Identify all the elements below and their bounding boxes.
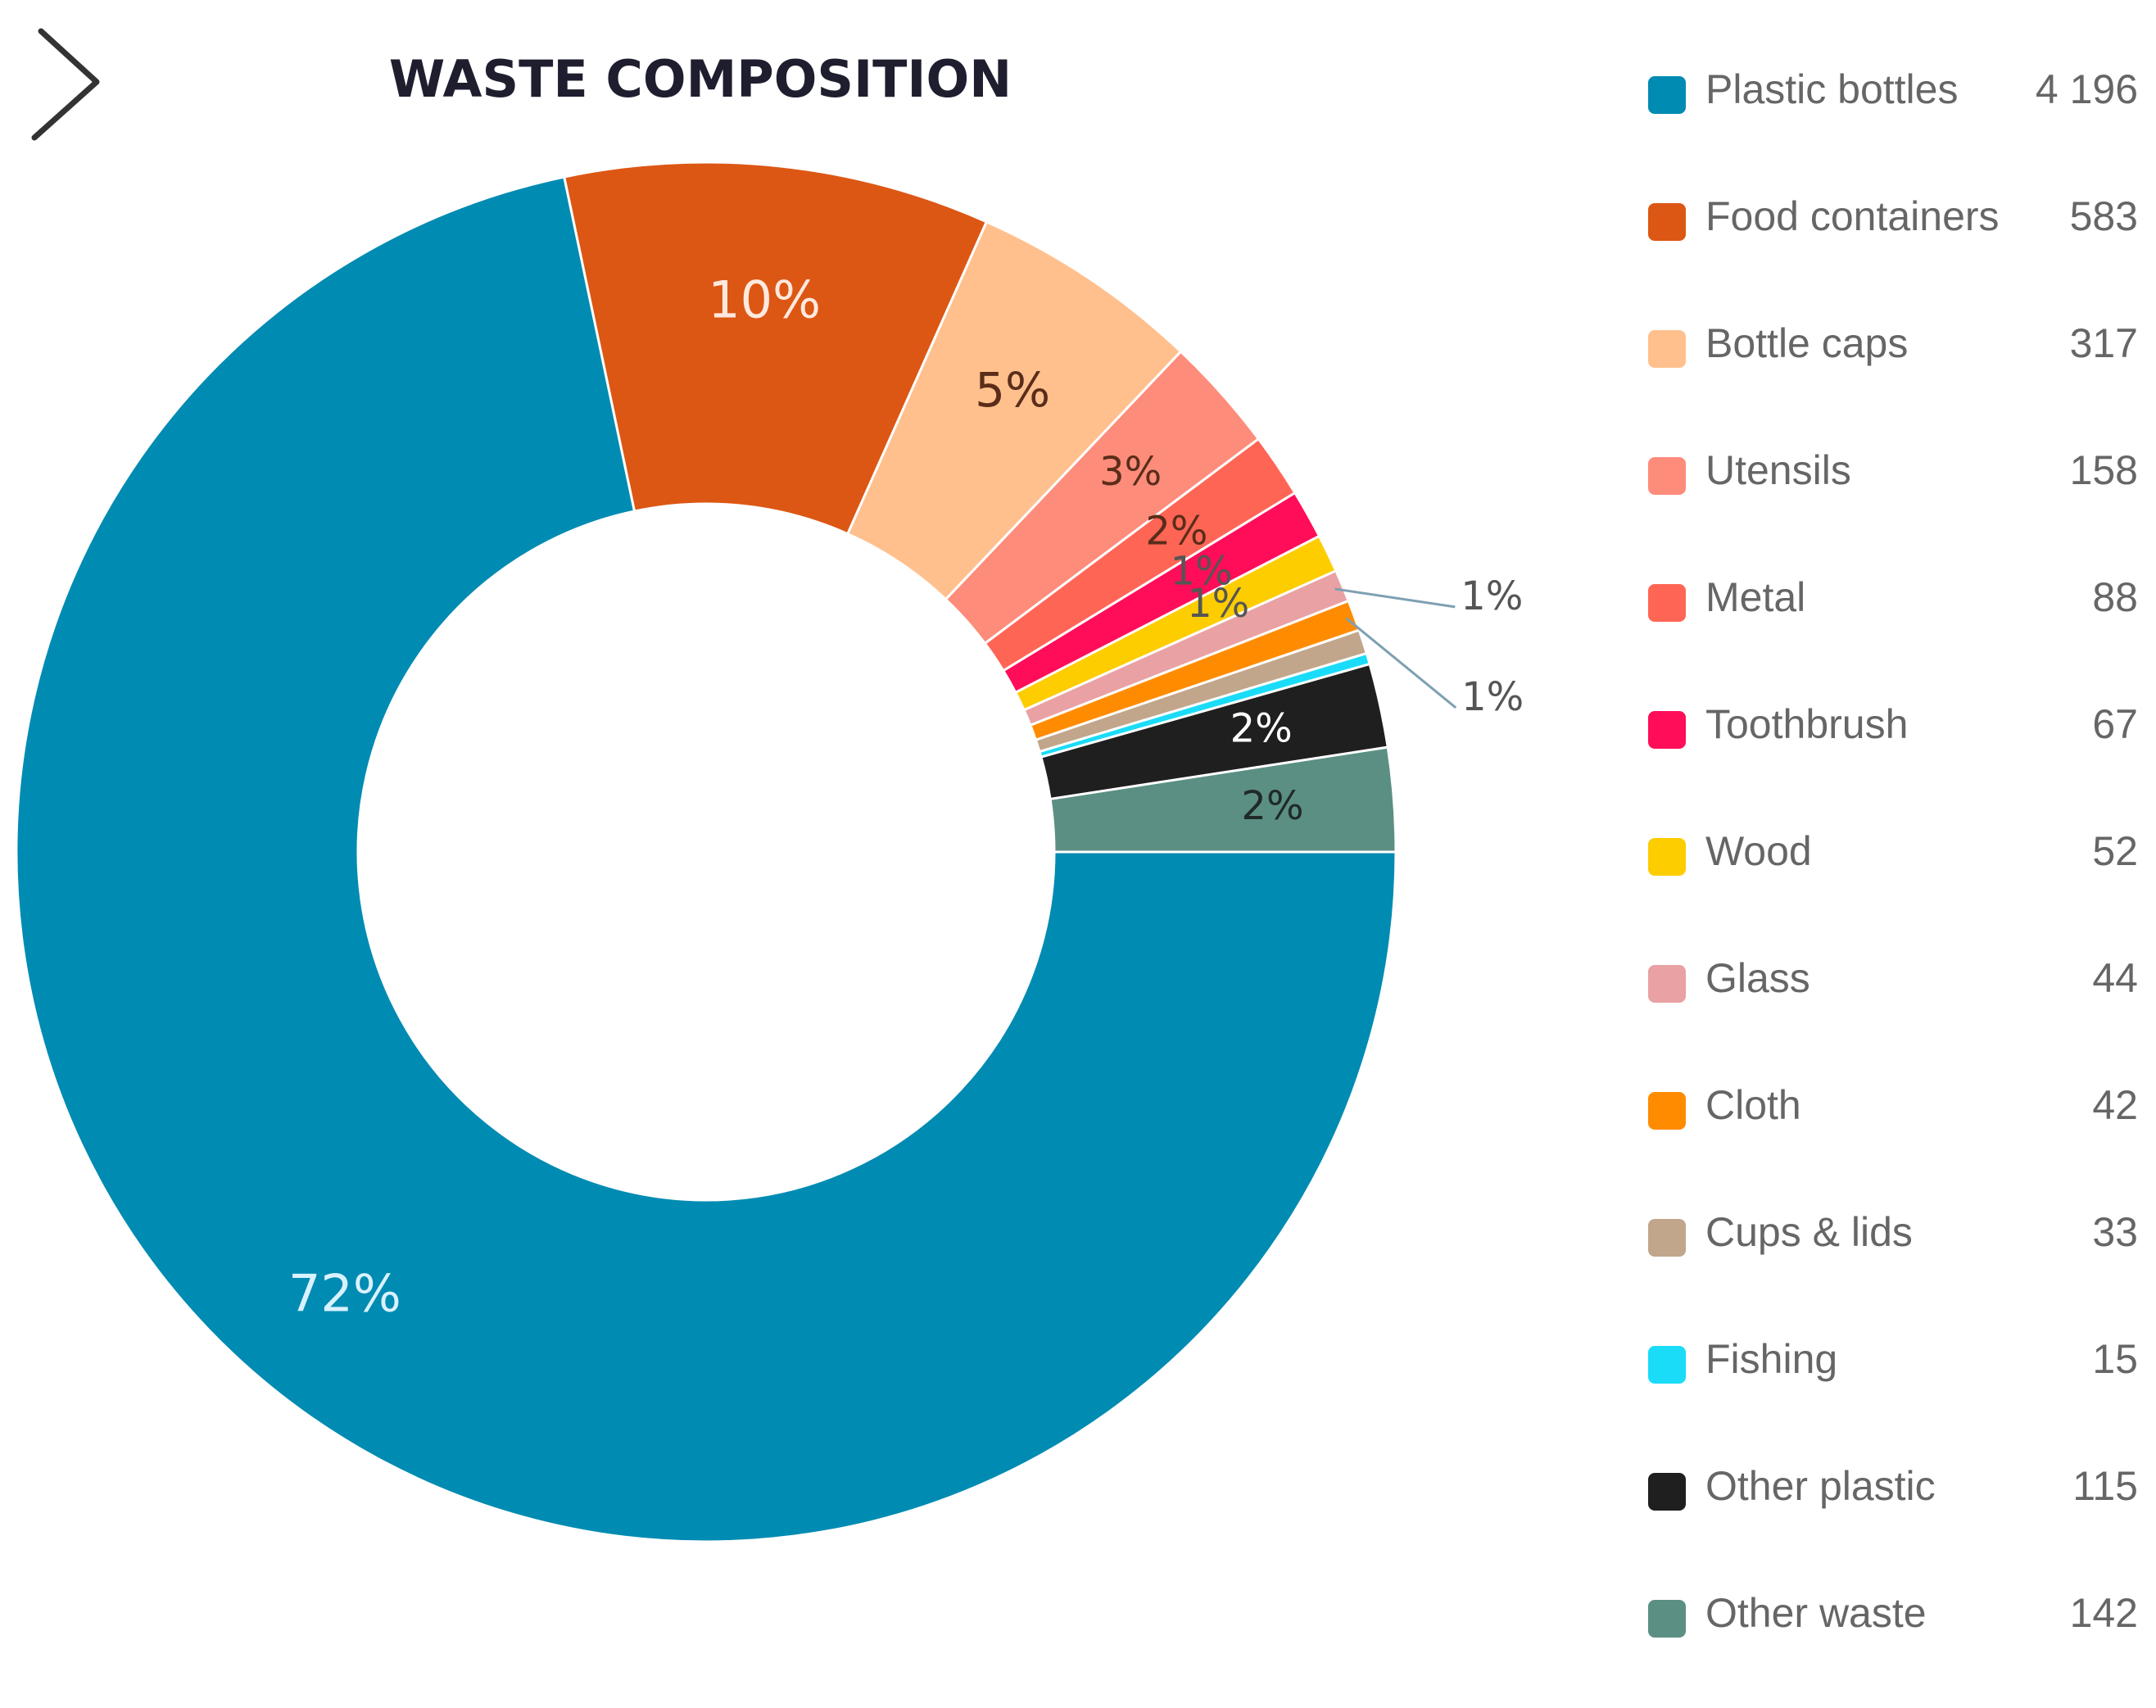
legend-item-cloth[interactable]: Cloth 42 [1646,1073,2138,1200]
legend-value: 4 196 [2036,66,2138,113]
legend-item-plastic-bottles[interactable]: Plastic bottles 4 196 [1646,57,2138,184]
legend-item-metal[interactable]: Metal 88 [1646,565,2138,692]
legend-item-utensils[interactable]: Utensils 158 [1646,438,2138,565]
legend-swatch [1648,76,1686,114]
slice-label-food-containers: 10% [708,270,821,329]
legend-item-bottle-caps[interactable]: Bottle caps 317 [1646,311,2138,438]
legend-item-toothbrush[interactable]: Toothbrush 67 [1646,692,2138,819]
legend-item-cups-and-lids[interactable]: Cups & lids 33 [1646,1200,2138,1327]
legend-swatch [1648,1219,1686,1257]
legend-label: Metal [1705,573,1805,621]
slice-label-plastic-bottles: 72% [288,1264,401,1324]
legend-label: Other plastic [1705,1462,1936,1510]
legend-label: Glass [1705,954,1810,1002]
legend-label: Food containers [1705,193,2000,240]
legend-value: 158 [2070,446,2138,494]
legend-item-other-waste[interactable]: Other waste 142 [1646,1581,2138,1708]
slice-label-cloth: 1% [1461,674,1524,720]
legend-value: 142 [2070,1589,2138,1637]
legend-label: Plastic bottles [1705,66,1958,113]
legend-value: 583 [2070,193,2138,240]
legend-swatch [1648,1346,1686,1384]
slice-label-wood: 1% [1187,581,1249,627]
leader-line-glass [1335,589,1456,607]
legend-item-other-plastic[interactable]: Other plastic 115 [1646,1454,2138,1581]
slice-label-other-waste: 2% [1241,783,1303,829]
slice-label-metal: 2% [1145,508,1207,554]
legend-value: 88 [2092,573,2138,621]
legend-swatch [1648,457,1686,495]
legend-swatch [1648,1092,1686,1130]
legend-item-glass[interactable]: Glass 44 [1646,946,2138,1073]
legend-label: Other waste [1705,1589,1927,1637]
legend-swatch [1648,965,1686,1003]
legend-swatch [1648,711,1686,749]
chart-area: WASTE COMPOSITION 72% 10% 5% 3% 2% 1% 1% 1% 1% 2%… [0,0,2156,1665]
legend-item-food-containers[interactable]: Food containers 583 [1646,184,2138,311]
nav-chevron[interactable] [34,31,97,138]
legend-swatch [1648,584,1686,622]
legend-swatch [1648,330,1686,368]
legend-label: Cups & lids [1705,1208,1913,1256]
slice-label-glass: 1% [1461,573,1523,619]
legend-value: 317 [2070,319,2138,367]
legend-swatch [1648,838,1686,876]
legend-value: 42 [2092,1081,2138,1129]
legend-swatch [1648,203,1686,241]
chevron-right-icon [34,31,97,138]
legend-label: Bottle caps [1705,319,1908,367]
legend-value: 115 [2072,1462,2138,1510]
legend-value: 33 [2092,1208,2138,1256]
slices-group [16,162,1396,1542]
legend-swatch [1648,1473,1686,1511]
legend-value: 15 [2092,1335,2138,1383]
legend-swatch [1648,1600,1686,1638]
legend-label: Toothbrush [1705,700,1908,748]
legend-label: Utensils [1705,446,1851,494]
legend-item-wood[interactable]: Wood 52 [1646,819,2138,946]
legend-value: 52 [2092,827,2138,875]
legend-label: Fishing [1705,1335,1837,1383]
slice-label-other-plastic: 2% [1230,706,1293,752]
slice-label-utensils: 3% [1099,449,1162,495]
legend-label: Cloth [1705,1081,1801,1129]
slice-label-bottle-caps: 5% [975,362,1050,418]
chart-title: WASTE COMPOSITION [389,49,1012,109]
legend-value: 67 [2092,700,2138,748]
legend-item-fishing[interactable]: Fishing 15 [1646,1327,2138,1454]
legend: Plastic bottles 4 196 Food containers 583 Bo… [1646,57,2138,1708]
legend-value: 44 [2092,954,2138,1002]
legend-label: Wood [1705,827,1812,875]
